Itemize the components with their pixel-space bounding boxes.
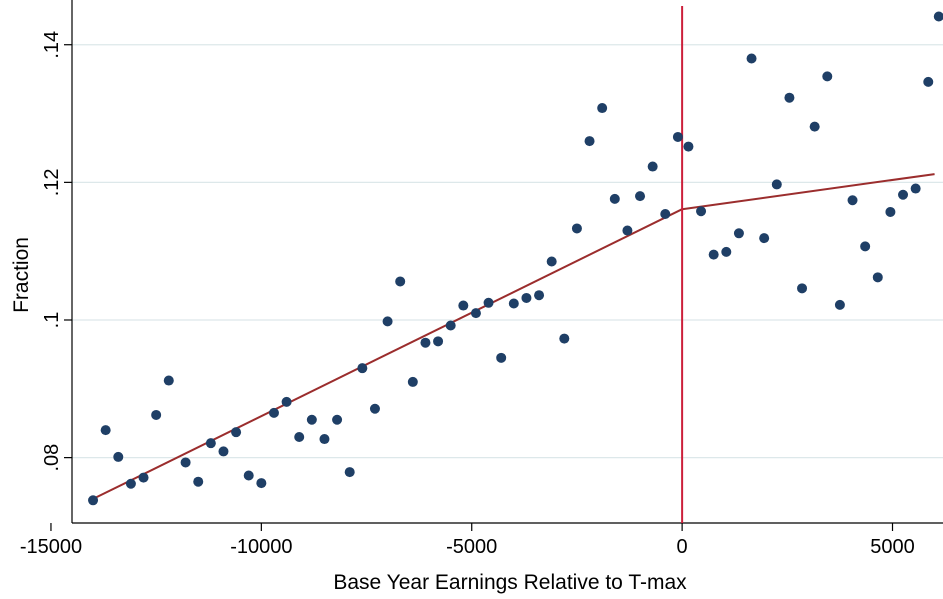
- data-point: [584, 136, 595, 147]
- grid-lines: [72, 44, 943, 459]
- data-point: [508, 298, 519, 309]
- data-point: [395, 276, 406, 287]
- data-point: [294, 431, 305, 442]
- data-point: [759, 233, 770, 244]
- data-point: [243, 470, 254, 481]
- fit-line: [92, 208, 683, 500]
- data-point: [319, 434, 330, 445]
- data-point: [470, 308, 481, 319]
- data-point: [609, 193, 620, 204]
- data-point: [231, 427, 242, 438]
- data-point: [458, 300, 469, 311]
- data-point: [635, 191, 646, 202]
- x-tick-label: -15000: [20, 536, 82, 558]
- data-point: [205, 438, 216, 449]
- data-point: [125, 478, 136, 489]
- data-point: [622, 225, 633, 236]
- data-point: [660, 209, 671, 220]
- data-point: [344, 467, 355, 478]
- data-point: [822, 71, 833, 82]
- data-point: [407, 376, 418, 387]
- data-point: [180, 457, 191, 468]
- tick-labels: .08 .1 .12 .14 -15000 -10000 -5000 0 5000: [20, 31, 915, 558]
- x-tick-label: 0: [677, 536, 688, 558]
- data-point: [420, 337, 431, 348]
- data-point: [885, 206, 896, 217]
- x-tick-label: -5000: [446, 536, 497, 558]
- x-tick-label: 5000: [870, 536, 915, 558]
- y-tick-label: .08: [41, 444, 63, 472]
- data-point: [571, 223, 582, 234]
- data-point: [88, 495, 99, 506]
- y-tick-label: .1: [41, 312, 63, 329]
- data-point: [281, 396, 292, 407]
- data-point: [483, 297, 494, 308]
- data-point: [784, 92, 795, 103]
- data-point: [256, 478, 267, 489]
- data-point: [898, 189, 909, 200]
- data-point: [933, 11, 943, 22]
- data-point: [733, 228, 744, 239]
- data-point: [847, 195, 858, 206]
- data-point: [332, 414, 343, 425]
- data-point: [445, 320, 456, 331]
- data-point: [872, 272, 883, 283]
- data-point: [696, 206, 707, 217]
- data-point: [369, 403, 380, 414]
- data-point: [521, 292, 532, 303]
- data-point: [151, 409, 162, 420]
- data-point: [163, 375, 174, 386]
- data-point: [534, 290, 545, 301]
- data-point: [382, 316, 393, 327]
- data-point: [746, 53, 757, 64]
- fit-lines: [92, 173, 935, 500]
- data-point: [721, 246, 732, 257]
- data-point: [683, 141, 694, 152]
- data-point: [113, 451, 124, 462]
- data-point: [193, 476, 204, 487]
- data-point: [809, 121, 820, 132]
- data-point: [647, 161, 658, 172]
- data-point: [834, 299, 845, 310]
- data-point: [597, 103, 608, 114]
- fit-line: [681, 173, 935, 211]
- y-tick-label: .14: [41, 31, 63, 59]
- data-point: [708, 249, 719, 260]
- data-point: [433, 336, 444, 347]
- data-point: [357, 363, 368, 374]
- y-tick-label: .12: [41, 168, 63, 196]
- data-point: [771, 179, 782, 190]
- data-point: [268, 407, 279, 418]
- data-point: [797, 283, 808, 294]
- data-point: [138, 472, 149, 483]
- data-point: [546, 256, 557, 267]
- axes: [50, 0, 943, 531]
- data-point: [910, 183, 921, 194]
- data-points: [88, 11, 943, 506]
- data-point: [496, 352, 507, 363]
- data-point: [218, 446, 229, 457]
- data-point: [559, 333, 570, 344]
- y-axis-title: Fraction: [10, 237, 33, 313]
- data-point: [306, 414, 317, 425]
- x-axis-title: Base Year Earnings Relative to T-max: [333, 571, 687, 594]
- x-tick-label: -10000: [230, 536, 292, 558]
- data-point: [100, 425, 111, 436]
- data-point: [923, 76, 934, 87]
- data-point: [860, 241, 871, 252]
- data-point: [672, 131, 683, 142]
